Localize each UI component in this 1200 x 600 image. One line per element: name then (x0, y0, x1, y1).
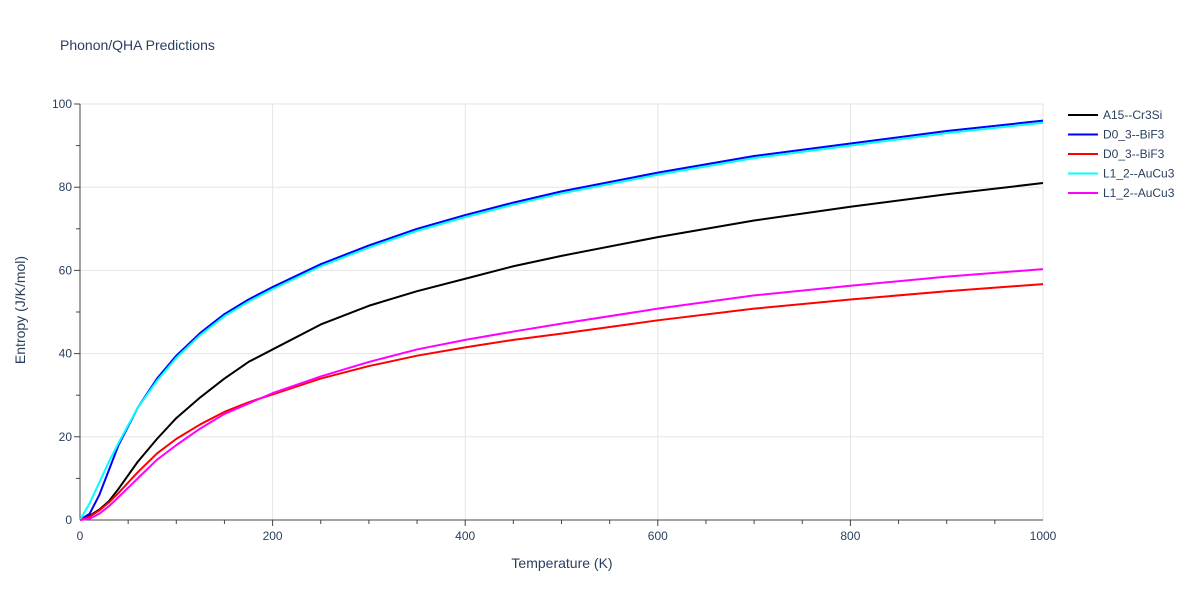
chart-title: Phonon/QHA Predictions (60, 37, 215, 53)
legend-item-label[interactable]: D0_3--BiF3 (1103, 128, 1165, 142)
y-tick-label: 20 (59, 430, 73, 444)
series-line-3[interactable] (79, 121, 1044, 521)
y-tick-label: 60 (59, 263, 73, 277)
legend-item-label[interactable]: L1_2--AuCu3 (1103, 186, 1175, 200)
legend-item-label[interactable]: D0_3--BiF3 (1103, 147, 1165, 161)
series-line-4[interactable] (79, 268, 1044, 521)
series-line-1[interactable] (79, 119, 1044, 521)
y-tick-label: 100 (52, 97, 72, 111)
y-tick-label: 40 (59, 347, 73, 361)
series-line-0[interactable] (79, 182, 1044, 521)
legend[interactable]: A15--Cr3Si D0_3--BiF3 D0_3--BiF3 L1_2--AuCu… (1068, 108, 1175, 200)
x-tick-label: 1000 (1030, 529, 1057, 543)
grid (80, 103, 1044, 520)
y-tick-label: 80 (59, 180, 73, 194)
x-tick-label: 800 (840, 529, 860, 543)
legend-item-label[interactable]: L1_2--AuCu3 (1103, 167, 1175, 181)
series-line-2[interactable] (79, 283, 1044, 521)
x-tick-label: 400 (455, 529, 475, 543)
x-tick-label: 200 (263, 529, 283, 543)
series-lines (79, 119, 1044, 521)
axes: 0 200 400 600 800 1000 0 20 40 60 80 100 (52, 97, 1057, 543)
y-tick-label: 0 (65, 513, 72, 527)
x-tick-label: 600 (648, 529, 668, 543)
legend-item-label[interactable]: A15--Cr3Si (1103, 108, 1162, 122)
x-tick-label: 0 (77, 529, 84, 543)
x-axis-title: Temperature (K) (511, 555, 612, 571)
y-axis-title: Entropy (J/K/mol) (12, 256, 28, 364)
